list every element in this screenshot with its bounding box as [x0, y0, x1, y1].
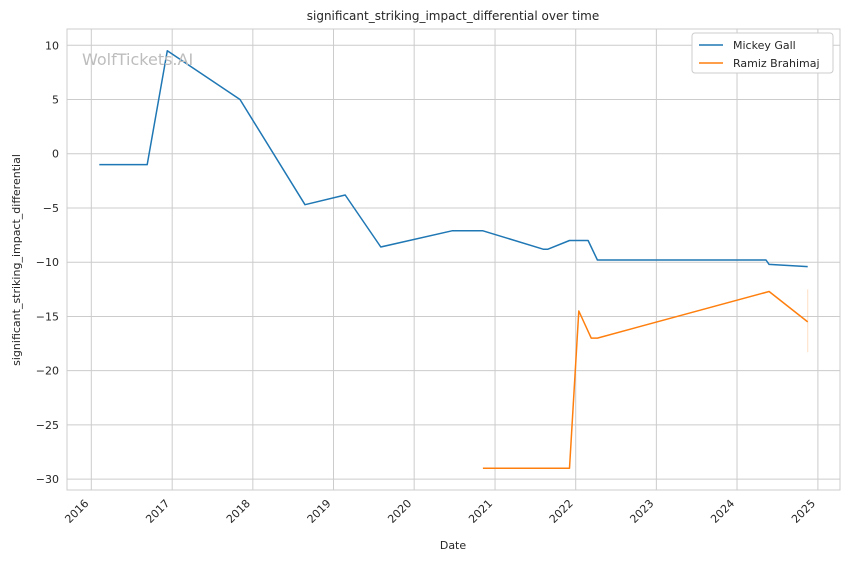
legend: Mickey Gall Ramiz Brahimaj: [691, 32, 834, 74]
y-gridlines: [67, 44, 840, 480]
y-tick-label: 0: [52, 148, 59, 161]
x-axis-label: Date: [440, 539, 467, 552]
plot-area: WolfTickets.AI: [66, 28, 841, 491]
y-tick-label: 10: [45, 39, 59, 52]
y-tick-label: −15: [36, 310, 59, 323]
series-line-mickey-gall: [99, 49, 808, 268]
y-tick-label: −10: [36, 256, 59, 269]
y-tick-label: −20: [36, 365, 59, 378]
chart-title: significant_striking_impact_differential…: [307, 9, 599, 23]
plot-frame: [66, 28, 841, 491]
y-tick-labels: 10 5 0 −5 −10 −15 −20 −25 −30: [36, 39, 59, 486]
series-layer: [99, 49, 809, 470]
y-tick-label: −5: [43, 202, 59, 215]
y-tick-label: 5: [52, 94, 59, 107]
legend-box: [691, 32, 834, 74]
y-tick-label: −30: [36, 473, 59, 486]
y-tick-label: −25: [36, 419, 59, 432]
series-line-ramiz-brahimaj: [482, 290, 809, 470]
watermark-text: WolfTickets.AI: [82, 50, 193, 69]
legend-label-ramiz-brahimaj: Ramiz Brahimaj: [733, 57, 820, 70]
legend-label-mickey-gall: Mickey Gall: [733, 39, 796, 52]
y-axis-label: significant_striking_impact_differential: [10, 154, 23, 366]
